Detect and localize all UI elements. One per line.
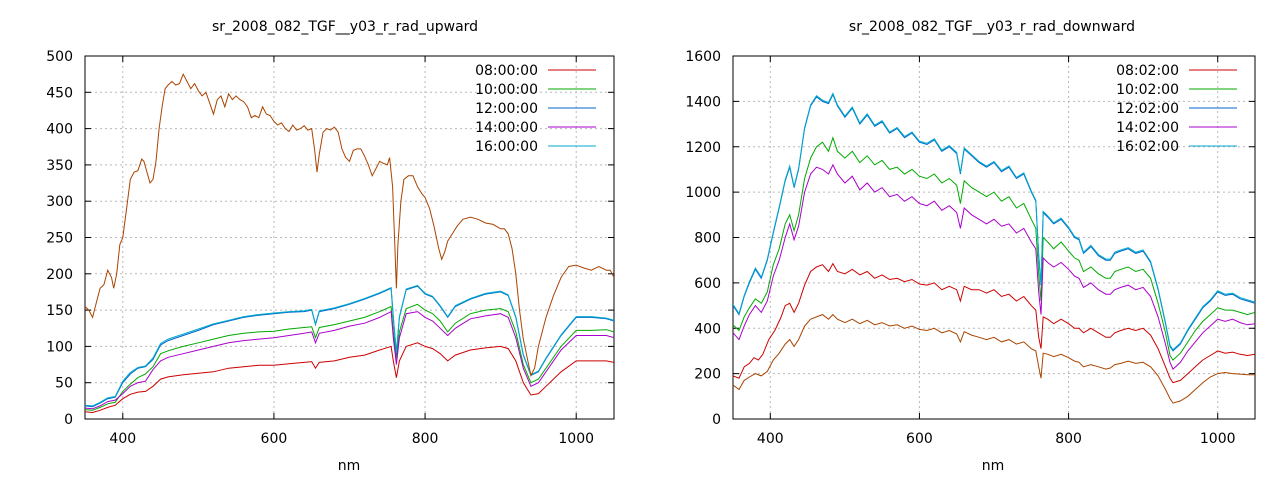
series-line-unlabeled-5 [85,73,614,377]
y-tick-label: 0 [64,412,73,428]
chart-title: sr_2008_082_TGF__y03_r_rad_downward [849,19,1135,35]
y-tick-label: 500 [46,49,73,65]
legend-label: 08:02:00 [1116,63,1179,79]
y-tick-label: 1000 [685,185,721,201]
series-line-08:02:00 [733,262,1255,384]
series-line-10:02:00 [733,136,1255,361]
x-tick-label: 400 [109,431,136,447]
x-tick-label: 1000 [558,431,594,447]
y-tick-label: 1600 [685,49,721,65]
y-tick-label: 400 [694,321,721,337]
y-tick-label: 450 [46,85,73,101]
legend-label: 08:00:00 [475,63,538,79]
x-tick-label: 800 [1055,431,1082,447]
y-tick-label: 0 [712,412,721,428]
x-tick-label: 400 [757,431,784,447]
x-axis-label: nm [338,458,361,474]
series-line-16:00:00 [85,284,614,407]
series-line-16:02:00 [733,92,1255,351]
series-group [85,73,614,414]
x-tick-label: 1000 [1200,431,1236,447]
y-tick-label: 200 [694,367,721,383]
legend-label: 16:00:00 [475,139,538,155]
legend-label: 12:02:00 [1116,101,1179,117]
chart-title: sr_2008_082_TGF__y03_r_rad_upward [212,19,478,35]
x-axis-label: nm [982,458,1005,474]
legend-label: 14:00:00 [475,120,538,136]
series-line-unlabeled-5 [733,313,1255,404]
x-tick-label: 800 [412,431,439,447]
legend-label: 10:02:00 [1116,82,1179,98]
y-tick-label: 350 [46,158,73,174]
chart-panel-upward: sr_2008_082_TGF__y03_r_rad_upward nm 400… [46,19,615,474]
x-tick-label: 600 [906,431,933,447]
legend-label: 12:00:00 [475,101,538,117]
x-tick-label: 600 [261,431,288,447]
y-tick-label: 600 [694,276,721,292]
y-tick-label: 250 [46,231,73,247]
y-tick-label: 100 [46,339,73,355]
y-tick-label: 150 [46,303,73,319]
series-line-14:02:00 [733,163,1255,370]
y-tick-label: 1200 [685,140,721,156]
y-tick-label: 300 [46,194,73,210]
legend-label: 10:00:00 [475,82,538,98]
series-group [733,92,1255,404]
y-tick-label: 50 [55,376,73,392]
y-tick-label: 400 [46,122,73,138]
legend-label: 14:02:00 [1116,120,1179,136]
y-tick-label: 800 [694,231,721,247]
series-line-10:00:00 [85,303,614,411]
series-line-14:00:00 [85,310,614,410]
legend-label: 16:02:00 [1116,139,1179,155]
y-tick-label: 200 [46,267,73,283]
series-line-12:00:00 [85,285,614,408]
chart-panel-downward: sr_2008_082_TGF__y03_r_rad_downward nm 4… [685,19,1256,474]
y-tick-label: 1400 [685,94,721,110]
series-line-08:00:00 [85,342,614,414]
